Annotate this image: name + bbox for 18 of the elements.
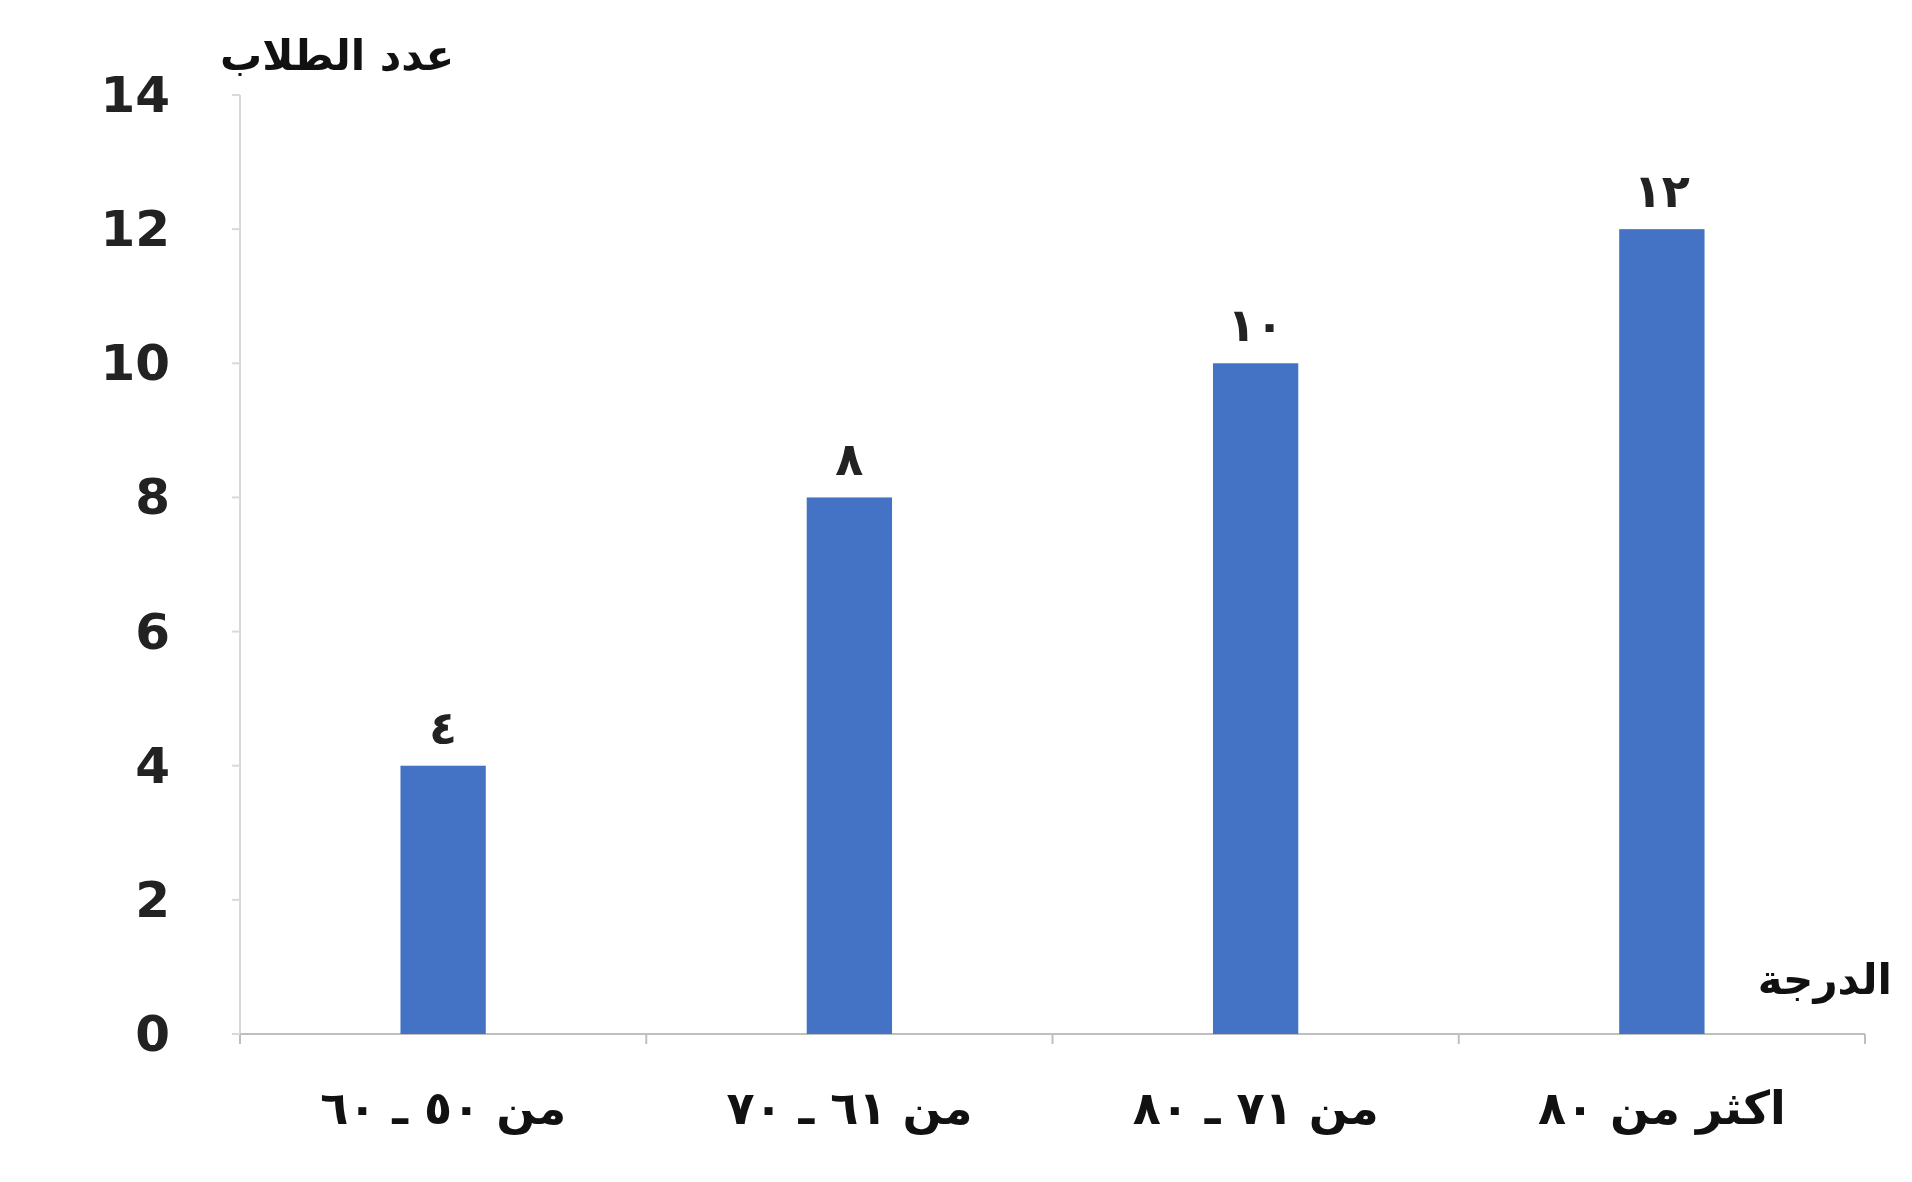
y-tick-label: 6: [135, 602, 170, 661]
y-tick-label: 2: [135, 870, 170, 929]
y-tick-label: 12: [100, 200, 170, 259]
data-label: ١٠: [1227, 298, 1284, 353]
y-axis-title: عدد الطلاب: [220, 31, 455, 80]
y-tick-label: 0: [135, 1005, 170, 1063]
x-tick-label: من ٥٠ ـ ٦٠: [320, 1081, 567, 1135]
x-tick-label: اكثر من ٨٠: [1537, 1081, 1786, 1135]
y-tick-label: 10: [100, 334, 170, 393]
data-label: ١٢: [1633, 164, 1690, 219]
data-label: ٤: [429, 700, 458, 755]
x-tick-label: من ٧١ ـ ٨٠: [1132, 1081, 1379, 1135]
x-axis-title: الدرجة: [1757, 955, 1892, 1004]
data-label: ٨: [835, 432, 864, 487]
y-tick-label: 4: [135, 736, 170, 795]
y-tick-label: 14: [100, 66, 170, 124]
x-tick-label: من ٦١ ـ ٧٠: [726, 1081, 973, 1135]
y-tick-label: 8: [135, 468, 170, 527]
